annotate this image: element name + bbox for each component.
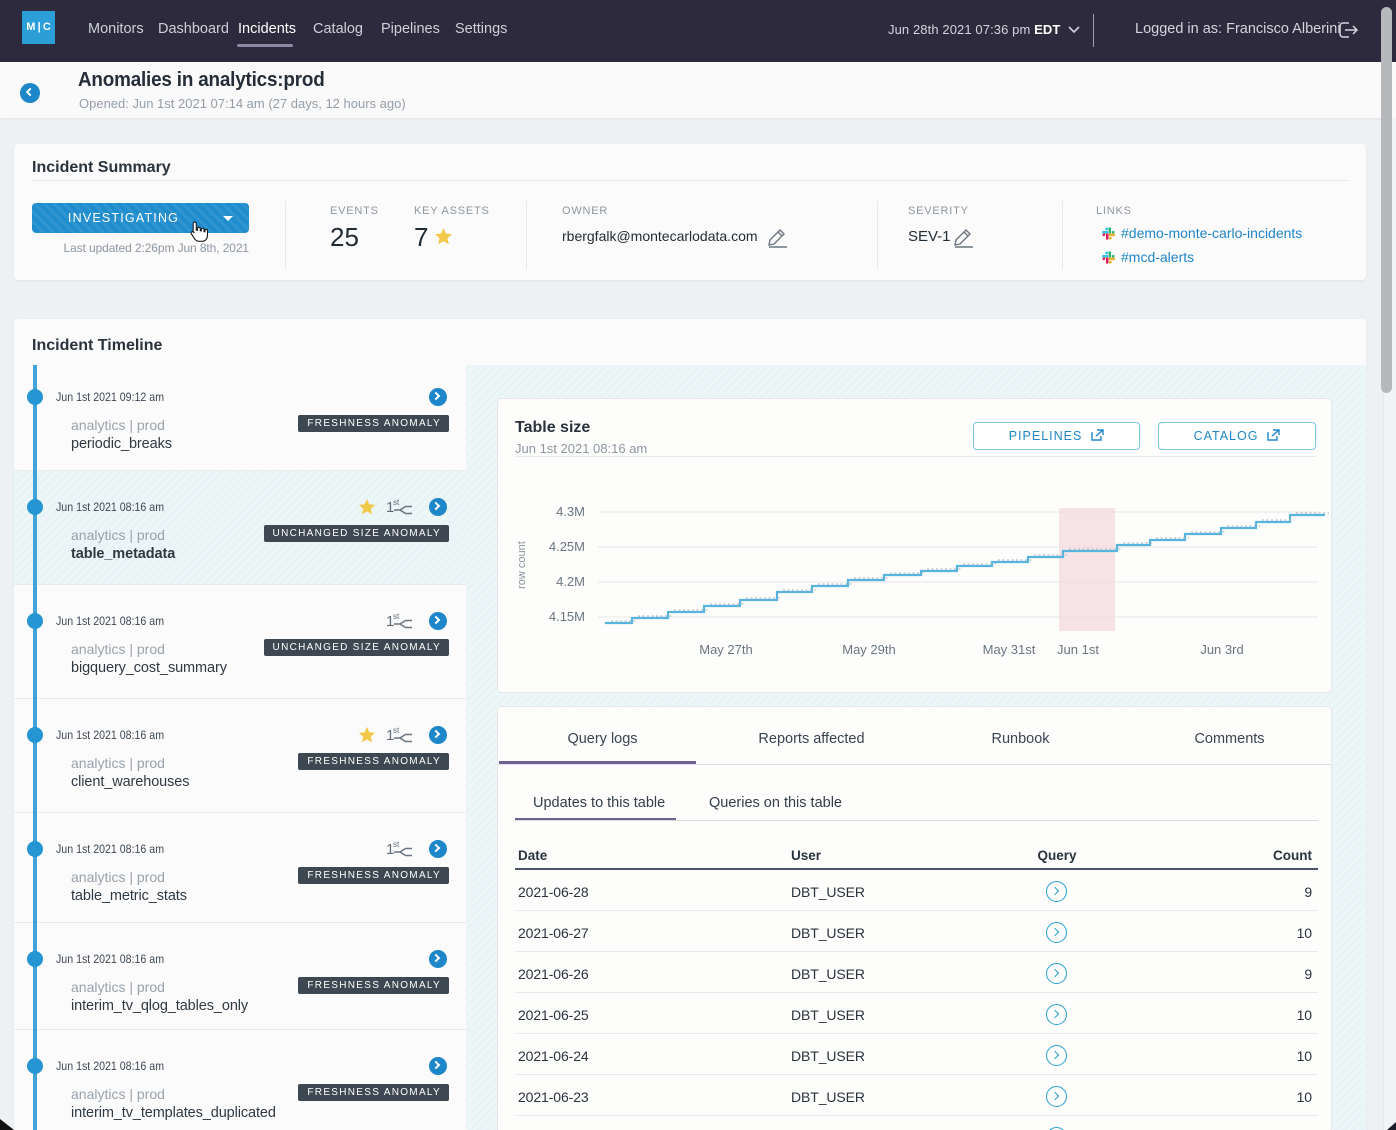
svg-text:st: st [393,840,400,849]
svg-text:1: 1 [386,727,394,744]
svg-text:st: st [393,726,400,735]
svg-text:1: 1 [386,613,394,630]
svg-text:4.3M: 4.3M [556,504,585,519]
svg-text:May 27th: May 27th [699,642,752,657]
svg-text:4.2M: 4.2M [556,574,585,589]
svg-text:May 31st: May 31st [983,642,1036,657]
svg-text:May 29th: May 29th [842,642,895,657]
svg-text:row count: row count [516,541,528,589]
svg-text:1: 1 [386,499,394,516]
svg-text:4.25M: 4.25M [549,539,585,554]
svg-text:st: st [393,612,400,621]
svg-text:4.15M: 4.15M [549,609,585,624]
svg-text:1: 1 [386,841,394,858]
svg-text:st: st [393,498,400,507]
svg-text:Jun 1st: Jun 1st [1057,642,1099,657]
svg-text:Jun 3rd: Jun 3rd [1200,642,1243,657]
